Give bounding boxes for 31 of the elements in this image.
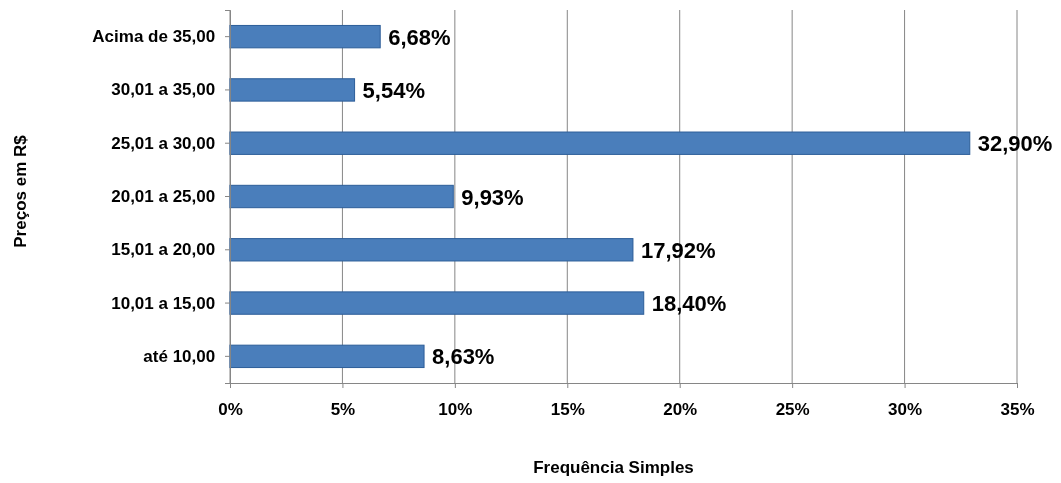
x-tick-label: 35%	[1000, 399, 1035, 419]
bar	[229, 291, 645, 315]
y-tick-label: 30,01 a 35,00	[111, 80, 216, 100]
bar	[229, 344, 425, 369]
x-tick-label: 20%	[663, 399, 698, 419]
x-tick-label: 10%	[438, 399, 473, 419]
data-label: 9,93%	[461, 184, 524, 210]
x-tick-label: 5%	[330, 399, 356, 419]
data-label: 6,68%	[388, 24, 451, 50]
data-label: 18,40%	[651, 291, 727, 317]
bar	[229, 24, 381, 49]
bar	[229, 184, 454, 209]
y-tick-label: até 10,00	[143, 346, 216, 366]
y-tick-label: 25,01 a 30,00	[111, 133, 216, 153]
y-tick-label: 20,01 a 25,00	[111, 186, 216, 206]
data-label: 8,63%	[432, 344, 495, 370]
y-tick-label: 10,01 a 15,00	[111, 293, 216, 313]
data-label: 32,90%	[977, 131, 1053, 157]
bar	[229, 131, 971, 155]
x-axis-title: Frequência Simples	[533, 458, 694, 477]
y-tick-label: Acima de 35,00	[92, 27, 216, 47]
x-tick-label: 25%	[775, 399, 810, 419]
x-tick-label: 0%	[218, 399, 243, 419]
data-label: 17,92%	[640, 237, 716, 263]
x-tick-label: 30%	[888, 399, 923, 419]
y-tick-label: 15,01 a 20,00	[111, 240, 216, 260]
y-axis-title: Preços em R$	[11, 134, 30, 248]
data-label: 5,54%	[362, 77, 425, 103]
bar	[229, 238, 634, 262]
x-tick-label: 15%	[550, 399, 585, 419]
bar	[229, 78, 356, 102]
